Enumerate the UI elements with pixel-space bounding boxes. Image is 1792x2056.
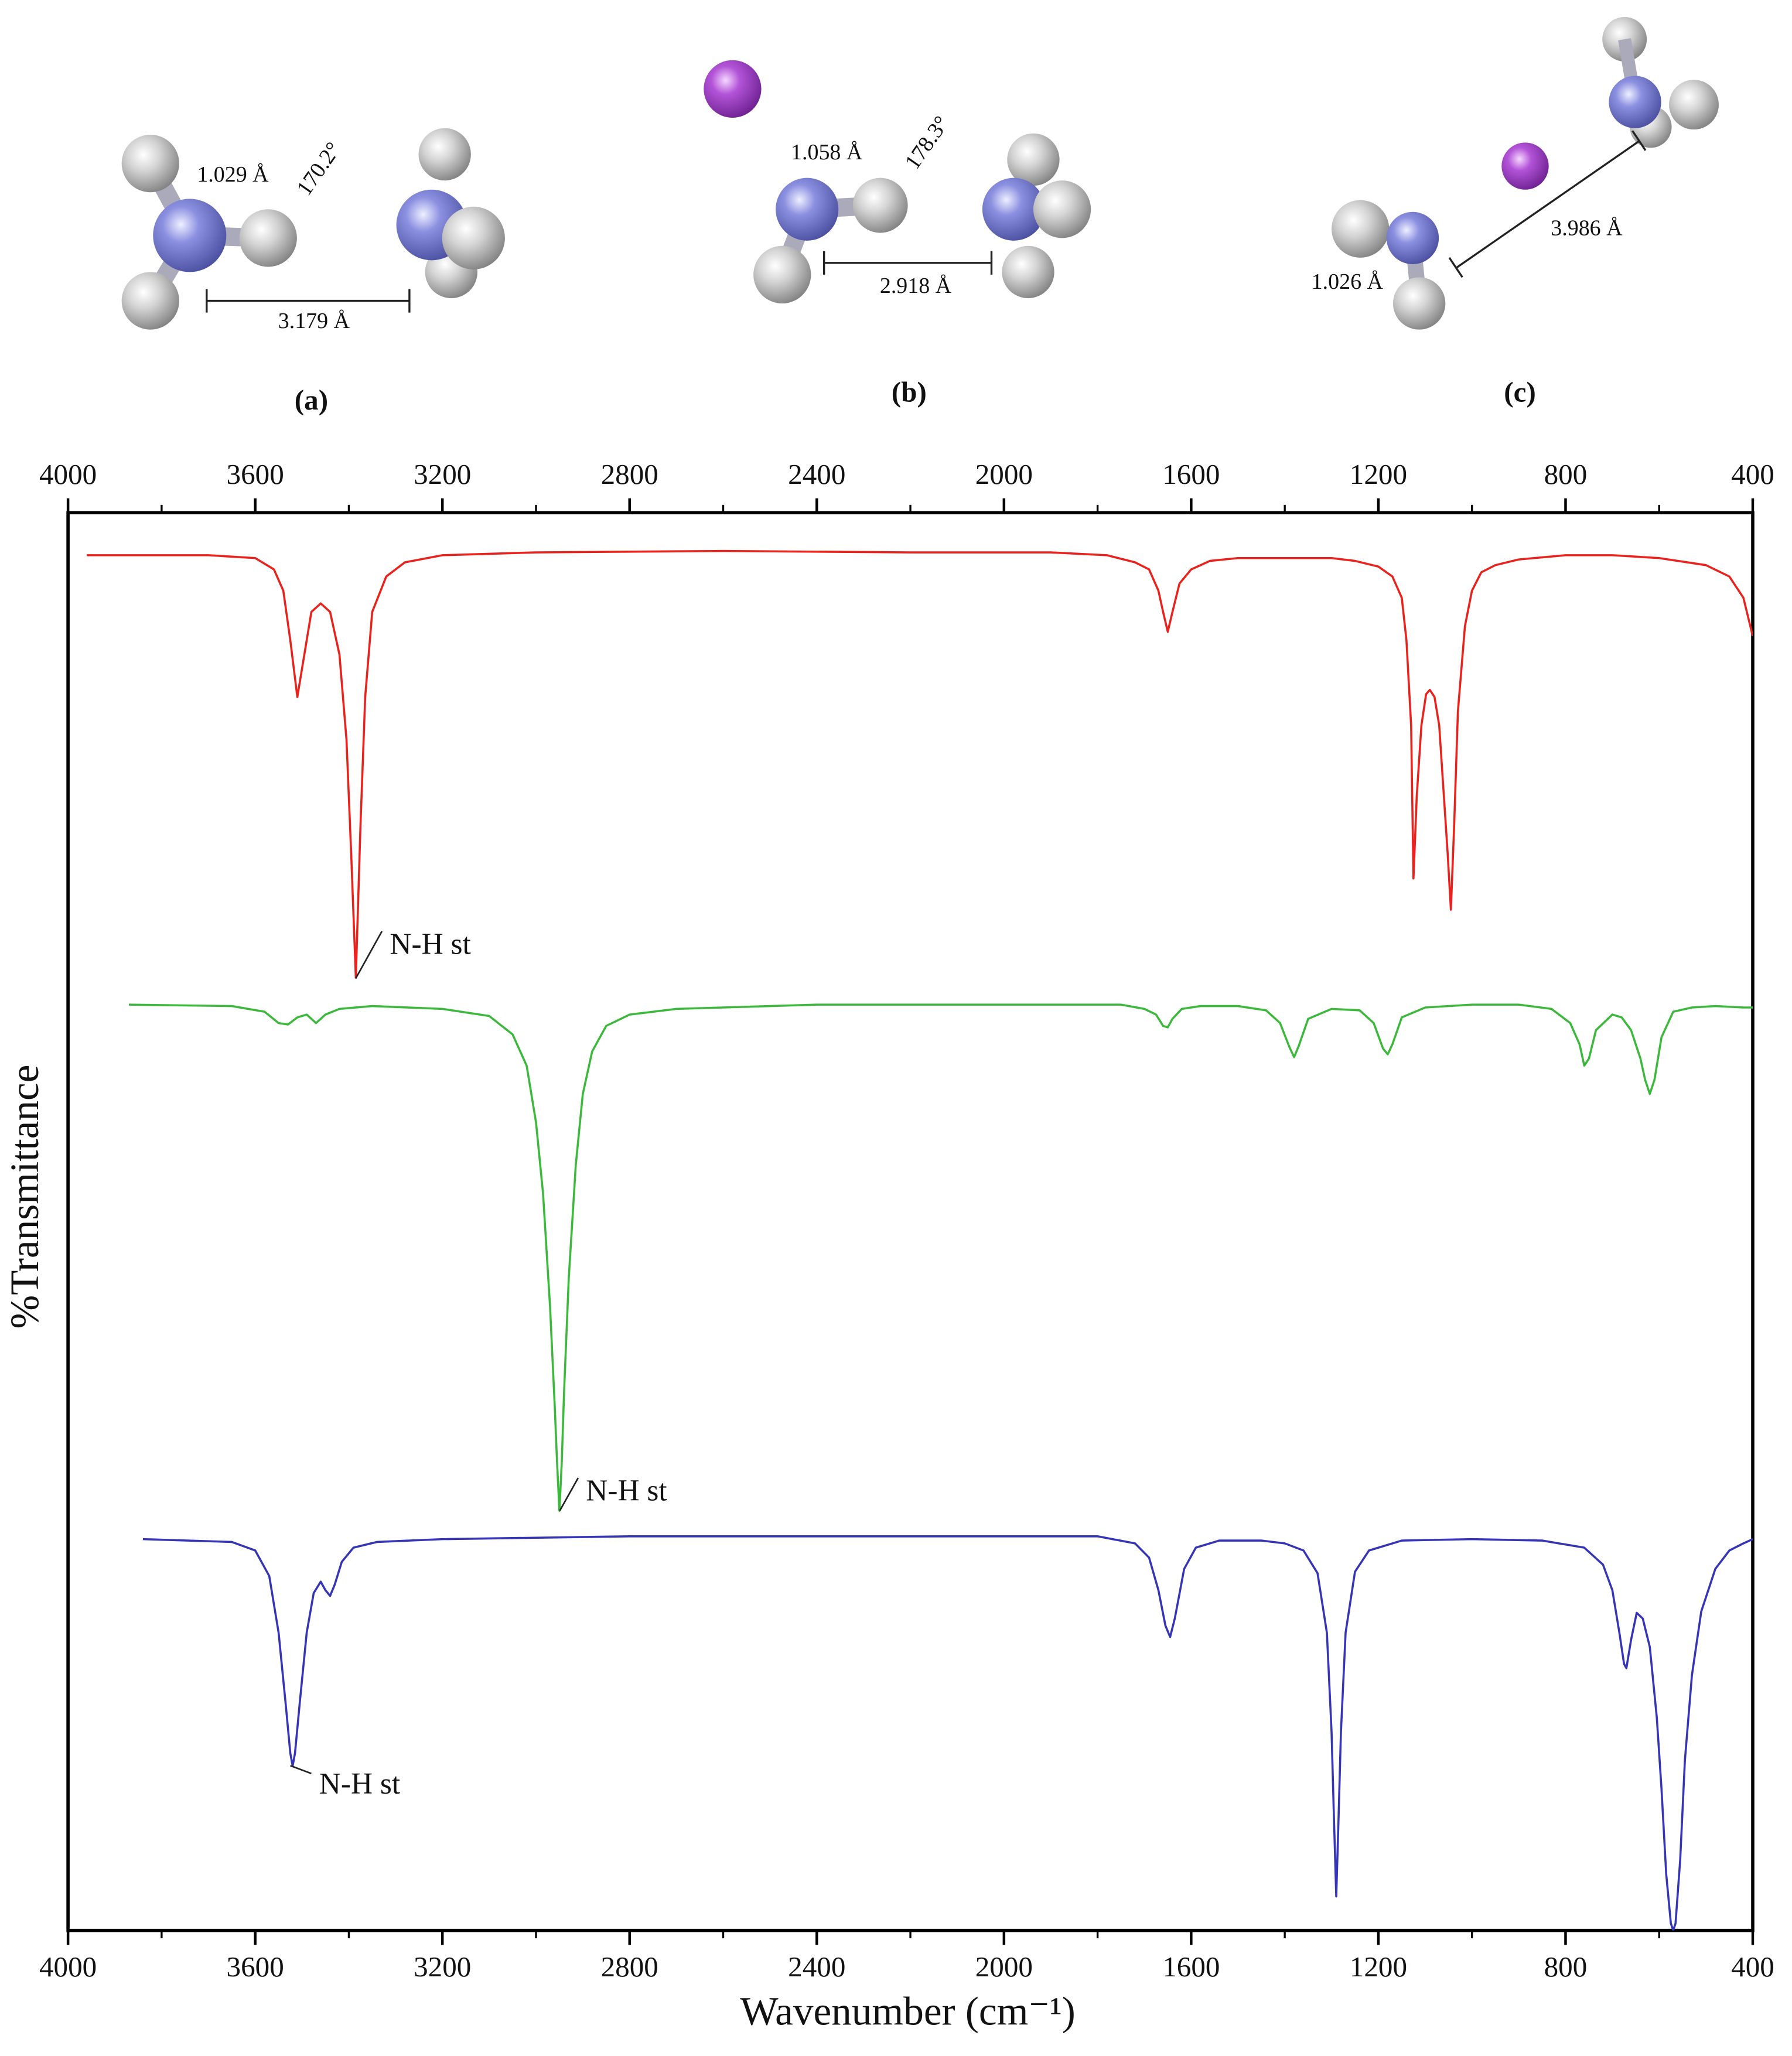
x-tick-label-top: 2800: [601, 458, 658, 490]
distance: 3.986 Å: [1551, 216, 1623, 241]
x-tick-label-bottom: 3200: [414, 1951, 471, 1983]
annotation: N-H st: [390, 927, 470, 961]
x-tick-label-bottom: 2000: [975, 1951, 1033, 1983]
spectrum-line: [87, 549, 1753, 979]
bond-length: 1.026 Å: [1312, 269, 1384, 294]
x-tick-label-bottom: 400: [1731, 1951, 1774, 1983]
structure-b: 1.058 Å 178.3° 2.918 Å (b): [704, 60, 1091, 408]
x-tick-label-bottom: 1600: [1162, 1951, 1220, 1983]
annotation: N-H st: [586, 1474, 667, 1508]
x-tick-label-top: 800: [1544, 458, 1588, 490]
spectrum-line: [128, 1003, 1753, 1512]
x-tick-label-top: 4000: [39, 458, 97, 490]
plot-area: [87, 549, 1753, 1931]
x-tick-label-bottom: 1200: [1350, 1951, 1407, 1983]
x-tick-label-bottom: 2800: [601, 1951, 658, 1983]
x-tick-label-top: 1200: [1350, 458, 1407, 490]
x-tick-label-top: 2000: [975, 458, 1033, 490]
annotation-leader: [559, 1477, 579, 1511]
x-tick-label-bottom: 800: [1544, 1951, 1588, 1983]
x-tick-label-top: 2400: [788, 458, 845, 490]
bond-length: 1.058 Å: [791, 140, 863, 165]
plot-frame: [66, 511, 1755, 1932]
distance: 2.918 Å: [880, 274, 952, 298]
y-axis-label: %Transmittance: [2, 1065, 47, 1329]
x-tick-label-top: 3200: [414, 458, 471, 490]
structure-a: 1.029 Å 170.2° 3.179 Å (a): [121, 128, 505, 416]
x-tick-label-bottom: 2400: [788, 1951, 845, 1983]
panel-label: (b): [892, 376, 927, 408]
panel-label: (c): [1504, 376, 1536, 408]
bond-length: 1.029 Å: [197, 162, 269, 187]
panel-label: (a): [295, 384, 328, 416]
x-tick-label-top: 1600: [1162, 458, 1220, 490]
structure-c: 3.986 Å 1.026 Å (c): [1312, 17, 1719, 408]
angle: 170.2°: [292, 138, 346, 200]
x-tick-label-top: 400: [1731, 458, 1774, 490]
spectrum-line: [142, 1535, 1753, 1931]
x-axis-label: Wavenumber (cm⁻¹): [740, 1989, 1075, 2034]
x-tick-label-bottom: 3600: [227, 1951, 284, 1983]
x-tick-label-top: 3600: [227, 458, 284, 490]
annotation-leader: [290, 1765, 312, 1774]
x-tick-label-bottom: 4000: [39, 1951, 97, 1983]
angle: 178.3°: [900, 111, 954, 173]
annotation-leader: [355, 931, 383, 979]
distance: 3.179 Å: [278, 309, 350, 333]
annotation: N-H st: [319, 1767, 400, 1801]
